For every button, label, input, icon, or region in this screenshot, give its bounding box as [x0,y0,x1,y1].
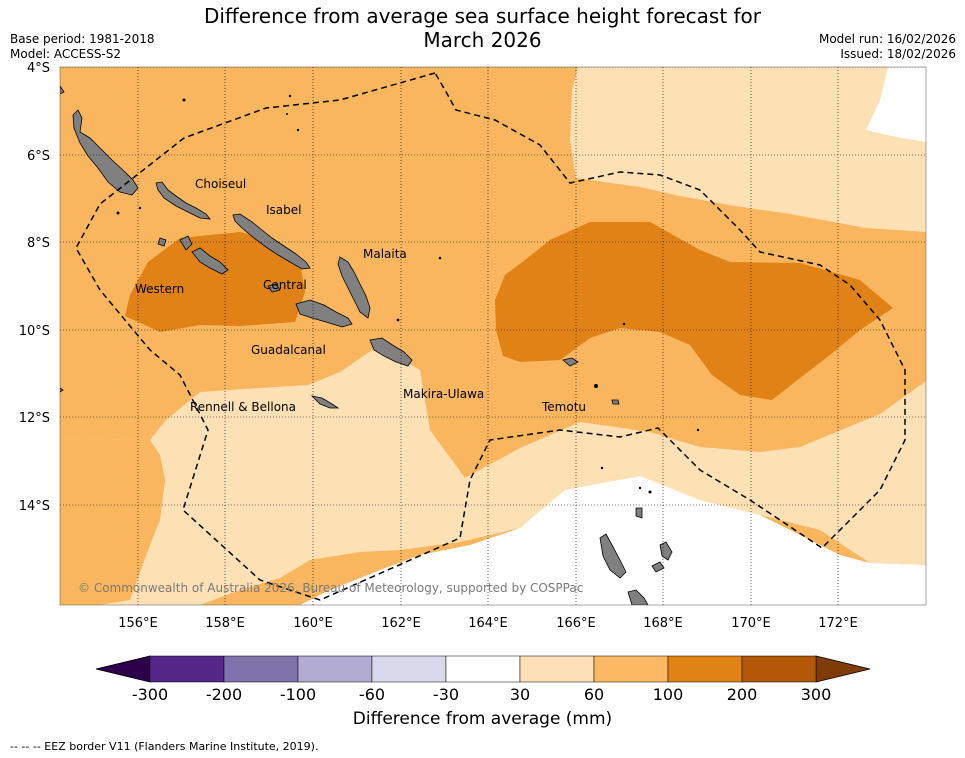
colorbar-segment [593,655,669,683]
anomaly-near-zero-region-south [300,476,926,605]
map-frame [59,66,927,606]
label-malaita: Malaita [363,247,407,261]
colorbar-tick-label: 60 [584,685,604,704]
anomaly-near-zero-region-north [866,67,926,142]
colorbar-tick-label: 30 [510,685,530,704]
eez-border-line [75,72,906,601]
lon-label: 156°E [118,616,158,631]
label-choiseul: Choiseul [195,177,246,191]
choiseul-west-island [72,109,139,196]
isabel-island [232,213,311,270]
base-period: Base period: 1981-2018 [10,32,155,46]
map-plot-area: Choiseul Isabel Malaita Western Central … [60,67,926,605]
lon-label: 166°E [556,616,596,631]
vanuatu-island-1 [599,533,627,579]
province-labels: Choiseul Isabel Malaita Western Central … [135,177,586,414]
anomaly-30-60-region-north [570,67,926,232]
anomaly-100-200-region-west [125,232,305,332]
colorbar-segment [445,655,521,683]
forecast-map: Choiseul Isabel Malaita Western Central … [19,61,927,704]
bougainville-tip [60,85,65,95]
malaita-island [337,256,371,319]
colorbar-segment [149,655,225,683]
guadalcanal-island [295,299,353,328]
title-line-1: Difference from average sea surface heig… [203,4,762,28]
western-island-2 [191,247,229,275]
meta-left: Base period: 1981-2018 Model: ACCESS-S2 [10,32,155,62]
lon-label: 172°E [818,616,858,631]
map-title: Difference from average sea surface heig… [0,4,965,52]
lat-label: 10°S [19,324,50,339]
colorbar-segment [667,655,743,683]
anomaly-100-200-region-east [495,222,893,400]
latitude-labels: 4°S 6°S 8°S 10°S 12°S 14°S [19,61,50,514]
colorbar-extend-low [95,655,151,683]
label-guadalcanal: Guadalcanal [251,343,326,357]
colorbar-segment [297,655,373,683]
label-makira-ulawa: Makira-Ulawa [403,387,484,401]
vanuatu-island-4 [659,541,673,561]
colorbar-tick-label: 300 [801,685,832,704]
colorbar-segment [371,655,447,683]
anomaly-30-60-region-south [60,346,926,605]
lat-label: 4°S [27,61,50,76]
lat-label: 12°S [19,411,50,426]
land-masses [60,85,673,605]
label-temotu: Temotu [541,400,586,414]
label-rennell-bellona: Rennell & Bellona [190,400,296,414]
colorbar-label: Difference from average (mm) [352,709,613,729]
label-isabel: Isabel [266,203,301,217]
colorbar-segment [519,655,595,683]
label-central: Central [263,278,307,292]
vanuatu-island-2 [627,589,649,605]
rennell-island [310,395,340,409]
lon-label: 158°E [205,616,245,631]
model-name: Model: ACCESS-S2 [10,47,122,61]
longitude-labels: 156°E 158°E 160°E 162°E 164°E 166°E 168°… [118,616,858,631]
colorbar-tick-label: -100 [280,685,316,704]
graticule [60,67,926,605]
colorbar-tick-label: -200 [206,685,242,704]
temotu-island-2 [611,399,620,405]
vanuatu-island-5 [635,507,643,519]
lon-label: 160°E [293,616,333,631]
temotu-island-1 [562,357,579,367]
lat-label: 8°S [27,236,50,251]
colorbar-tick-label: -60 [359,685,385,704]
colorbar-tick-label: -30 [433,685,459,704]
issued-date: Issued: 18/02/2026 [840,47,956,61]
vanuatu-island-3 [651,561,665,573]
makira-island [369,337,413,367]
model-run: Model run: 16/02/2026 [818,32,956,46]
label-western: Western [135,282,184,296]
colorbar: -300 -200 -100 -60 -30 30 60 100 200 300 [95,655,871,704]
colorbar-tick-label: 200 [727,685,758,704]
colorbar-extend-high [815,655,871,683]
central-island [267,283,281,293]
lon-label: 170°E [731,616,771,631]
lon-label: 168°E [643,616,683,631]
anomaly-60-100-region-southwest [60,438,165,605]
small-islets [116,94,700,494]
lat-label: 14°S [19,499,50,514]
colorbar-segment [223,655,299,683]
meta-right: Model run: 16/02/2026 Issued: 18/02/2026 [819,32,956,62]
lat-label: 6°S [27,149,50,164]
colorbar-segment [741,655,817,683]
colorbar-tick-label: -300 [132,685,168,704]
lon-label: 164°E [468,616,508,631]
choiseul-island [155,181,211,220]
western-island-1 [179,235,193,251]
western-islet [60,387,64,393]
copyright-notice: © Commonwealth of Australia 2026, Bureau… [78,581,583,595]
lon-label: 162°E [381,616,421,631]
eez-footnote: -- -- -- EEZ border V11 (Flanders Marine… [10,740,319,753]
colorbar-tick-label: 100 [653,685,684,704]
title-line-2: March 2026 [423,28,542,52]
